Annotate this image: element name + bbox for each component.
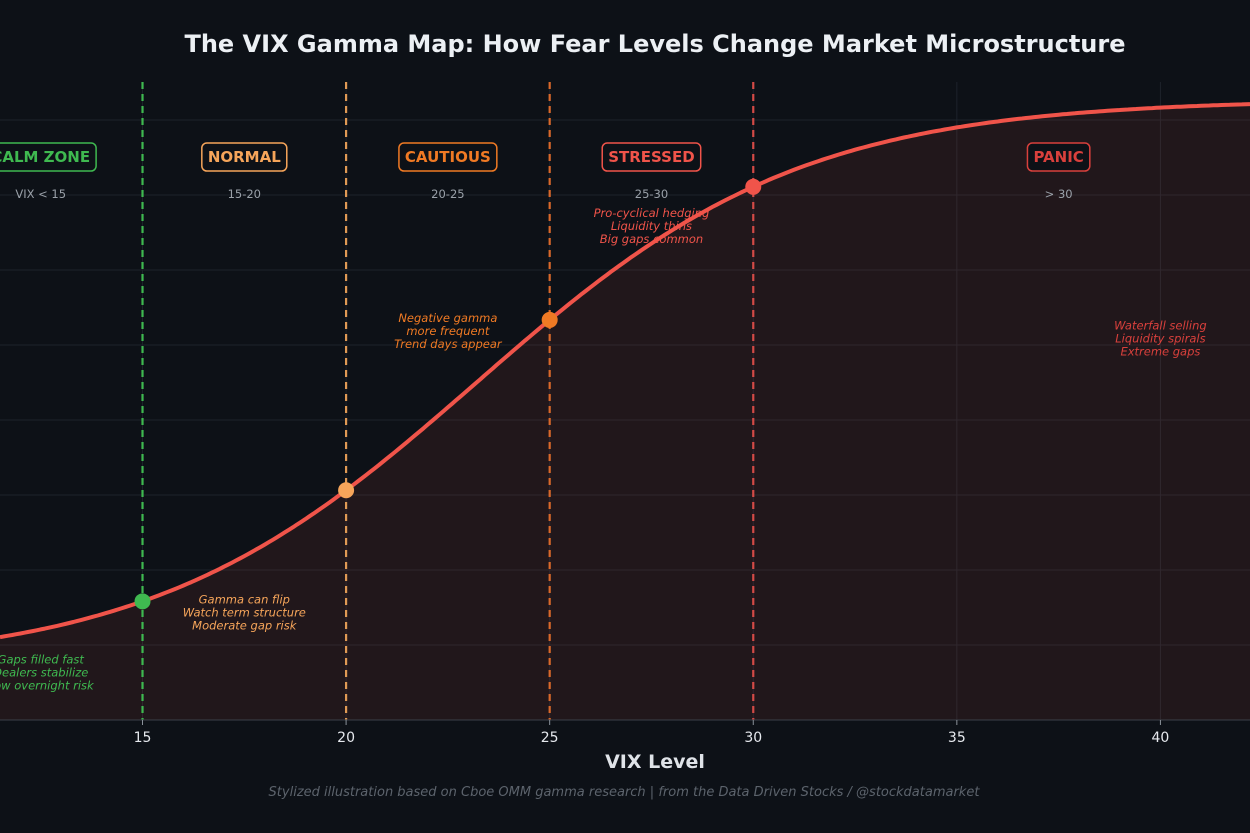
zone-note-line: Waterfall selling (1114, 319, 1206, 333)
marker-vix-25 (541, 311, 558, 328)
zone-note-line: Watch term structure (183, 606, 306, 620)
zone-panic: PANIC > 30 (1026, 142, 1091, 201)
curve-fill-area (0, 104, 1250, 721)
x-axis-label: VIX Level (605, 751, 705, 773)
chart-title: The VIX Gamma Map: How Fear Levels Chang… (184, 30, 1125, 58)
zone-note-line: Big gaps common (600, 232, 703, 246)
zone-label-box (398, 142, 498, 172)
threshold-markers (134, 178, 762, 610)
zone-label-text: PANIC (1033, 148, 1083, 166)
zone-note-line: Liquidity thins (611, 219, 692, 233)
zone-note-line: Gamma can flip (199, 593, 290, 607)
zone-note-line: Pro-cyclical hedging (594, 206, 710, 220)
zone-note-line: Liquidity spirals (1115, 332, 1205, 346)
zone-range-text: 25-30 (635, 187, 668, 201)
zone-stressed: STRESSED 25-30 (601, 142, 702, 201)
zone-calm-zone: CALM ZONE VIX < 15 (0, 142, 97, 201)
zone-note-line: Moderate gap risk (192, 619, 298, 633)
zone-note-line: Negative gamma (398, 311, 497, 325)
zone-label-box (0, 142, 97, 172)
threshold-lines (141, 82, 755, 720)
x-tick-label: 15 (134, 730, 152, 746)
curve-layer (0, 102, 1250, 640)
zone-cautious: CAUTIOUS 20-25 (398, 142, 498, 201)
gamma-curve-line (0, 102, 1250, 640)
zone-label-text: CALM ZONE (0, 148, 90, 166)
caption: Stylized illustration based on Cboe OMM … (269, 785, 981, 800)
zone-note-line: Dealers stabilize (0, 666, 88, 680)
curve-fill-layer (0, 104, 1250, 721)
marker-vix-30 (745, 178, 762, 195)
x-tick-label: 20 (337, 730, 355, 746)
zone-range-text: VIX < 15 (15, 187, 66, 201)
zone-normal: NORMAL 15-20 (201, 142, 288, 201)
zone-label-box (1026, 142, 1091, 172)
x-tick-label: 30 (744, 730, 762, 746)
x-tick-label: 35 (948, 730, 966, 746)
zone-note-line: more frequent (406, 324, 490, 338)
zone-label-text: NORMAL (208, 148, 281, 166)
zone-label-text: STRESSED (608, 148, 694, 166)
zone-note-line: Gaps filled fast (0, 653, 84, 667)
zone-note-line: Trend days appear (394, 337, 503, 351)
marker-vix-20 (338, 482, 355, 499)
x-axis: 15 20 25 30 35 40 (0, 719, 1250, 746)
zone-range-text: 20-25 (431, 187, 464, 201)
zone-label-box (201, 142, 288, 172)
zone-label-box (601, 142, 702, 172)
zone-labels: CALM ZONE VIX < 15 NORMAL 15-20 CAUTIOUS 20-2… (0, 142, 1091, 201)
zone-range-text: > 30 (1045, 187, 1073, 201)
x-tick-label: 40 (1152, 730, 1170, 746)
zone-range-text: 15-20 (228, 187, 261, 201)
marker-vix-15 (134, 593, 151, 610)
zone-note-line: Low overnight risk (0, 679, 95, 693)
zone-label-text: CAUTIOUS (405, 148, 491, 166)
x-tick-label: 25 (541, 730, 559, 746)
zone-note-line: Extreme gaps (1120, 345, 1200, 359)
